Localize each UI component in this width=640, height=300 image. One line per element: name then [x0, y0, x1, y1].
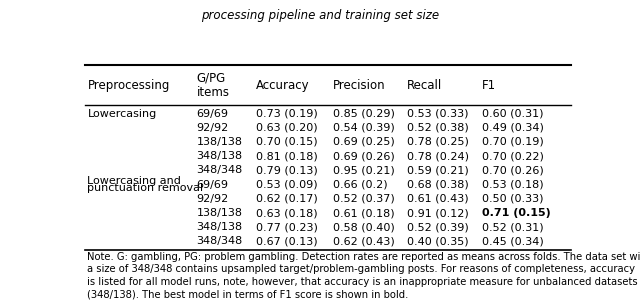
Text: 0.53 (0.09): 0.53 (0.09): [256, 180, 317, 190]
Text: G/PG: G/PG: [196, 72, 226, 85]
Text: 138/138: 138/138: [196, 208, 243, 218]
Text: processing pipeline and training set size: processing pipeline and training set siz…: [201, 9, 439, 22]
Text: 0.81 (0.18): 0.81 (0.18): [256, 151, 318, 161]
Text: 0.70 (0.22): 0.70 (0.22): [482, 151, 543, 161]
Text: 0.62 (0.17): 0.62 (0.17): [256, 194, 318, 204]
Text: 348/348: 348/348: [196, 165, 243, 176]
Text: 348/138: 348/138: [196, 151, 243, 161]
Text: 0.69 (0.26): 0.69 (0.26): [333, 151, 395, 161]
Text: 0.49 (0.34): 0.49 (0.34): [482, 123, 543, 133]
Text: 0.63 (0.18): 0.63 (0.18): [256, 208, 317, 218]
Text: Preprocessing: Preprocessing: [88, 79, 170, 92]
Text: 0.54 (0.39): 0.54 (0.39): [333, 123, 395, 133]
Text: 0.53 (0.33): 0.53 (0.33): [408, 109, 469, 118]
Text: F1: F1: [482, 79, 496, 92]
Text: 348/138: 348/138: [196, 222, 243, 232]
Text: 0.85 (0.29): 0.85 (0.29): [333, 109, 395, 118]
Text: 0.91 (0.12): 0.91 (0.12): [408, 208, 469, 218]
Text: 0.78 (0.25): 0.78 (0.25): [408, 137, 469, 147]
Text: 0.53 (0.18): 0.53 (0.18): [482, 180, 543, 190]
Text: 0.63 (0.20): 0.63 (0.20): [256, 123, 317, 133]
Text: 92/92: 92/92: [196, 123, 229, 133]
Text: Accuracy: Accuracy: [256, 79, 310, 92]
Text: 0.78 (0.24): 0.78 (0.24): [408, 151, 469, 161]
Text: 0.77 (0.23): 0.77 (0.23): [256, 222, 318, 232]
Text: 0.70 (0.15): 0.70 (0.15): [256, 137, 317, 147]
Text: Lowercasing: Lowercasing: [88, 109, 157, 118]
Text: 0.45 (0.34): 0.45 (0.34): [482, 236, 543, 246]
Text: 0.59 (0.21): 0.59 (0.21): [408, 165, 469, 176]
Text: 0.61 (0.18): 0.61 (0.18): [333, 208, 395, 218]
Text: Precision: Precision: [333, 79, 385, 92]
Text: 348/348: 348/348: [196, 236, 243, 246]
Text: 0.67 (0.13): 0.67 (0.13): [256, 236, 317, 246]
Text: Lowercasing and: Lowercasing and: [88, 176, 181, 186]
Text: 0.95 (0.21): 0.95 (0.21): [333, 165, 395, 176]
Text: 0.52 (0.31): 0.52 (0.31): [482, 222, 543, 232]
Text: 0.70 (0.19): 0.70 (0.19): [482, 137, 543, 147]
Text: 92/92: 92/92: [196, 194, 229, 204]
Text: punctuation removal: punctuation removal: [88, 184, 204, 194]
Text: Recall: Recall: [408, 79, 443, 92]
Text: 0.79 (0.13): 0.79 (0.13): [256, 165, 318, 176]
Text: 138/138: 138/138: [196, 137, 243, 147]
Text: 0.52 (0.37): 0.52 (0.37): [333, 194, 395, 204]
Text: items: items: [196, 85, 230, 98]
Text: 0.58 (0.40): 0.58 (0.40): [333, 222, 395, 232]
Text: 0.70 (0.26): 0.70 (0.26): [482, 165, 543, 176]
Text: 0.61 (0.43): 0.61 (0.43): [408, 194, 469, 204]
Text: 0.50 (0.33): 0.50 (0.33): [482, 194, 543, 204]
Text: 0.60 (0.31): 0.60 (0.31): [482, 109, 543, 118]
Text: 0.66 (0.2): 0.66 (0.2): [333, 180, 388, 190]
Text: 0.62 (0.43): 0.62 (0.43): [333, 236, 395, 246]
Text: 0.68 (0.38): 0.68 (0.38): [408, 180, 469, 190]
Text: 0.69 (0.25): 0.69 (0.25): [333, 137, 395, 147]
Text: 0.71 (0.15): 0.71 (0.15): [482, 208, 550, 218]
Text: 0.40 (0.35): 0.40 (0.35): [408, 236, 469, 246]
Text: Note. G: gambling, PG: problem gambling. Detection rates are reported as means a: Note. G: gambling, PG: problem gambling.…: [88, 252, 640, 299]
Text: 69/69: 69/69: [196, 109, 228, 118]
Text: 0.52 (0.39): 0.52 (0.39): [408, 222, 469, 232]
Text: 0.73 (0.19): 0.73 (0.19): [256, 109, 318, 118]
Text: 0.52 (0.38): 0.52 (0.38): [408, 123, 469, 133]
Text: 69/69: 69/69: [196, 180, 228, 190]
